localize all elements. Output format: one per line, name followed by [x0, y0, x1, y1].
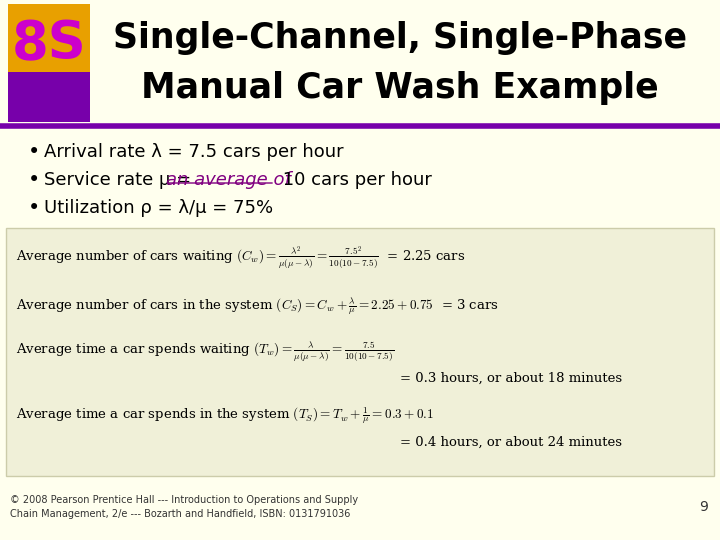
Text: •: •	[28, 142, 40, 162]
Bar	[8, 4, 90, 72]
Text: Service rate μ =: Service rate μ =	[44, 171, 197, 189]
Text: = 0.4 hours, or about 24 minutes: = 0.4 hours, or about 24 minutes	[400, 435, 622, 449]
Text: an average of: an average of	[166, 171, 291, 189]
Text: 9: 9	[699, 500, 708, 514]
Text: 8S: 8S	[12, 18, 86, 70]
Text: Utilization ρ = λ/μ = 75%: Utilization ρ = λ/μ = 75%	[44, 199, 273, 217]
Text: •: •	[28, 170, 40, 190]
Bar	[8, 72, 90, 122]
Text: Manual Car Wash Example: Manual Car Wash Example	[141, 71, 659, 105]
Text: © 2008 Pearson Prentice Hall --- Introduction to Operations and Supply: © 2008 Pearson Prentice Hall --- Introdu…	[10, 495, 358, 505]
Text: Single-Channel, Single-Phase: Single-Channel, Single-Phase	[113, 21, 687, 55]
Text: Average number of cars waiting $(C_w) = \frac{\lambda^2}{\mu(\mu-\lambda)} = \fr: Average number of cars waiting $(C_w) = …	[16, 245, 465, 271]
Text: Average time a car spends waiting $(T_w) = \frac{\lambda}{\mu(\mu-\lambda)} = \f: Average time a car spends waiting $(T_w)…	[16, 340, 394, 364]
Text: •: •	[28, 198, 40, 218]
Text: Chain Management, 2/e --- Bozarth and Handfield, ISBN: 0131791036: Chain Management, 2/e --- Bozarth and Ha…	[10, 509, 351, 519]
Text: Arrival rate λ = 7.5 cars per hour: Arrival rate λ = 7.5 cars per hour	[44, 143, 343, 161]
Text: Average time a car spends in the system $(T_S) = T_w + \frac{1}{\mu} = 0.3 + 0.1: Average time a car spends in the system …	[16, 406, 434, 426]
Text: = 0.3 hours, or about 18 minutes: = 0.3 hours, or about 18 minutes	[400, 372, 622, 384]
Text: Average number of cars in the system $(C_S) = C_w + \frac{\lambda}{\mu} = 2.25 +: Average number of cars in the system $(C…	[16, 295, 499, 316]
Bar	[6, 228, 714, 476]
Text: 10 cars per hour: 10 cars per hour	[277, 171, 432, 189]
